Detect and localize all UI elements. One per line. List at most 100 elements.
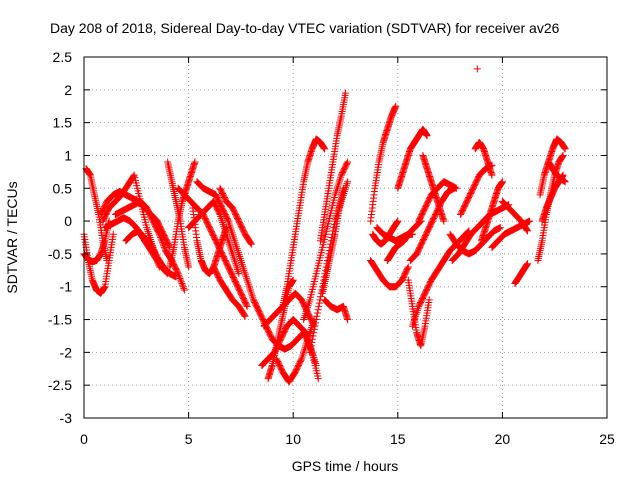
series-arc-22 — [279, 135, 329, 310]
data-point — [339, 184, 347, 192]
data-point — [561, 178, 569, 186]
series-arc-40 — [448, 201, 513, 264]
data-point — [343, 159, 351, 167]
series-arc-51 — [544, 158, 569, 186]
data-point — [524, 260, 532, 268]
data-point — [157, 234, 165, 241]
data-point — [404, 264, 412, 272]
series-arc-34 — [404, 276, 433, 350]
data-point — [342, 89, 349, 97]
y-tick-label: -1 — [60, 279, 73, 295]
x-axis-label: GPS time / hours — [292, 458, 399, 474]
data-point — [423, 132, 431, 140]
data-point — [179, 283, 187, 291]
data-point — [496, 224, 504, 232]
y-tick-label: -2 — [60, 344, 73, 360]
series-arc-37 — [415, 178, 460, 225]
series-arc-28 — [367, 102, 400, 225]
data-point — [309, 332, 317, 340]
chart-title: Day 208 of 2018, Sidereal Day-to-day VTE… — [50, 20, 560, 36]
data-point — [307, 342, 315, 350]
data-point — [404, 263, 412, 271]
data-point — [425, 296, 433, 304]
data-point — [307, 345, 315, 353]
series-arc-25 — [316, 89, 349, 245]
plot-frame — [83, 56, 608, 419]
series-arc-08 — [122, 227, 180, 281]
data-point — [176, 275, 184, 283]
series-arc-43 — [471, 138, 496, 179]
y-tick-label: 2.5 — [53, 49, 73, 65]
data-point — [191, 158, 199, 166]
data-point — [526, 217, 534, 225]
data-point — [178, 279, 186, 287]
data-point — [241, 312, 249, 320]
data-point — [408, 230, 416, 238]
data-point — [156, 232, 164, 240]
series-arc-39 — [446, 224, 504, 258]
data-point — [103, 256, 111, 264]
data-point — [247, 239, 255, 247]
data-point — [155, 229, 163, 237]
series-arc-33 — [394, 125, 431, 192]
data-point — [240, 311, 248, 319]
series-arc-44 — [477, 178, 506, 245]
y-tick-label: 0.5 — [53, 180, 73, 196]
y-tick-labels: -3 -2.5 -2 -1.5 -1 -0.5 0 0.5 1 1.5 2 2.5 — [48, 49, 72, 426]
data-point — [224, 216, 232, 224]
y-tick-label: 1.5 — [53, 115, 73, 131]
data-point — [308, 335, 316, 343]
series-arc-26 — [318, 184, 347, 297]
data-point — [488, 171, 496, 179]
x-tick-label: 20 — [495, 431, 511, 447]
data-point — [130, 172, 138, 180]
data-point — [524, 227, 532, 235]
y-tick-label: -0.5 — [48, 246, 72, 262]
data-point — [243, 302, 251, 310]
data-point — [559, 151, 567, 159]
data-point — [157, 235, 165, 243]
data-point — [440, 217, 448, 225]
data-point — [179, 281, 187, 289]
data-point — [235, 270, 243, 278]
data-point — [311, 322, 319, 330]
data-point — [310, 329, 318, 337]
x-tick-label: 25 — [599, 431, 615, 447]
data-point — [180, 286, 188, 294]
data-point — [314, 375, 322, 383]
data-point — [158, 237, 166, 245]
data-point — [308, 339, 316, 347]
data-point — [315, 302, 323, 310]
data-point — [155, 230, 163, 238]
data-point — [321, 145, 329, 153]
series-arc-16 — [210, 263, 249, 320]
data-point — [344, 158, 352, 166]
y-tick-label: 0 — [64, 213, 72, 229]
data-point — [289, 276, 297, 284]
data-point — [344, 178, 352, 186]
data-point — [452, 184, 460, 192]
series-arc-27 — [321, 296, 352, 324]
y-tick-label: 1 — [64, 147, 72, 163]
y-tick-label: 2 — [64, 82, 72, 98]
x-tick-label: 10 — [285, 431, 301, 447]
x-tick-label: 0 — [80, 431, 88, 447]
data-point — [312, 319, 320, 327]
data-point — [243, 301, 251, 309]
x-tick-label: 15 — [390, 431, 406, 447]
data-point — [297, 356, 305, 364]
data-point — [392, 102, 400, 110]
data-point — [523, 226, 531, 234]
data-point — [314, 306, 322, 314]
data-point — [109, 230, 117, 238]
x-tick-labels: 0 5 10 15 20 25 — [80, 431, 615, 447]
data-point — [310, 325, 318, 333]
data-point — [180, 284, 188, 292]
series-arc-02 — [82, 165, 111, 264]
data-point — [158, 238, 166, 246]
series-arc-46 — [498, 197, 532, 235]
data-point — [247, 240, 255, 248]
data-point — [160, 243, 168, 251]
data-point — [160, 242, 168, 250]
